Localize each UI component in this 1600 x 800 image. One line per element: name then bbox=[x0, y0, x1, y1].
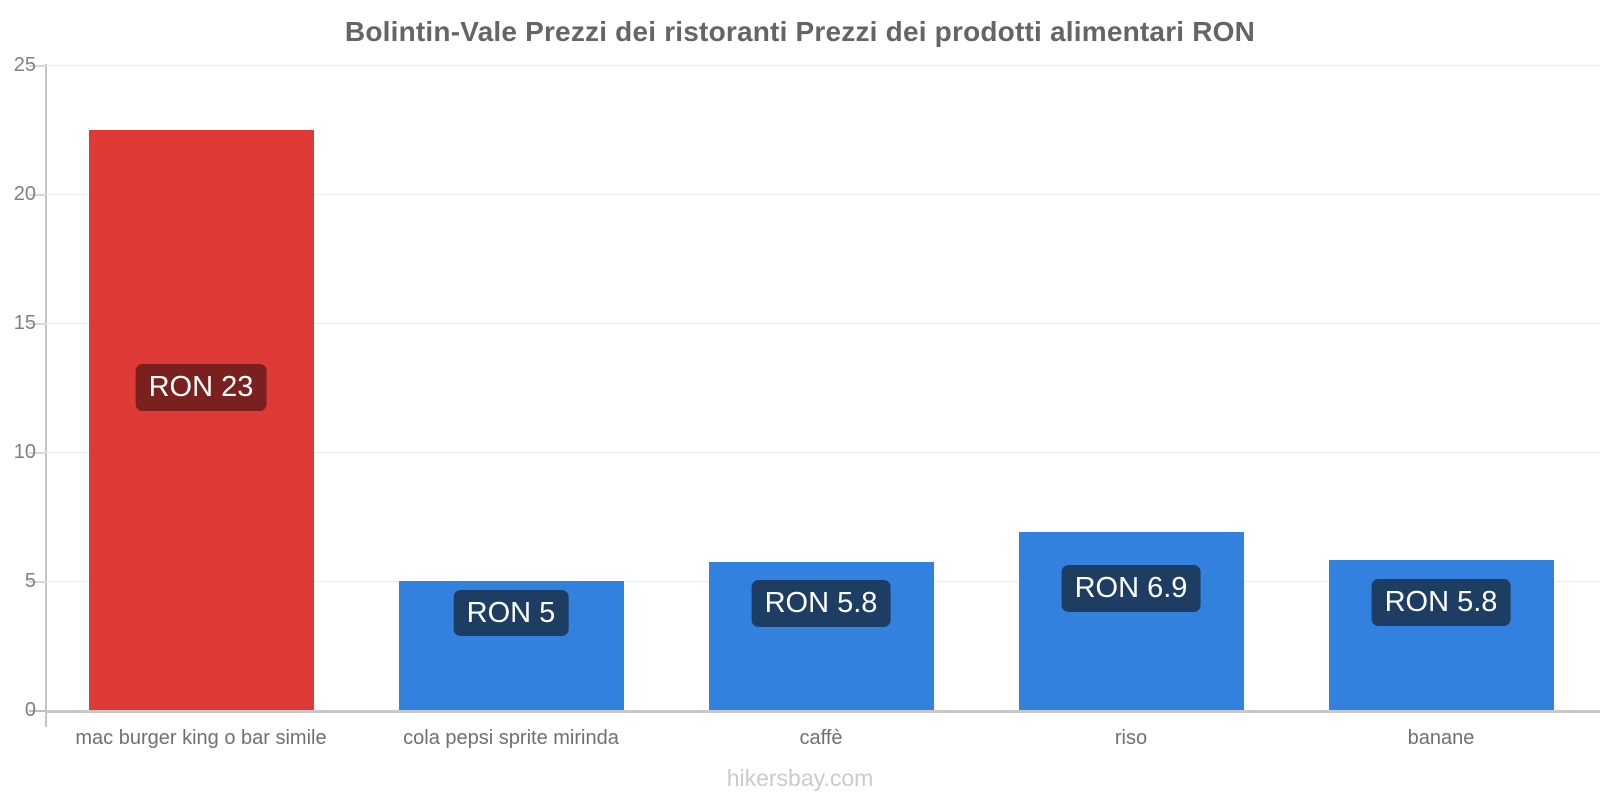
bar[interactable]: RON 6.9 bbox=[1018, 531, 1244, 710]
bar[interactable]: RON 5.8 bbox=[1328, 560, 1554, 710]
gridline bbox=[46, 323, 1600, 324]
y-axis-tick bbox=[29, 710, 46, 712]
x-axis-category-label: riso bbox=[1114, 727, 1148, 749]
bar-value-badge: RON 6.9 bbox=[1061, 564, 1201, 612]
x-axis-category-label: banane bbox=[1407, 727, 1475, 749]
y-axis-tick-label: 10 bbox=[13, 441, 36, 463]
y-axis-tick-label: 0 bbox=[24, 699, 36, 721]
y-axis-tick bbox=[29, 194, 46, 196]
bar[interactable]: RON 5 bbox=[398, 581, 624, 710]
x-axis-category-label: caffè bbox=[799, 727, 843, 749]
bar[interactable]: RON 5.8 bbox=[708, 561, 934, 710]
y-axis-line bbox=[45, 64, 47, 727]
x-axis-baseline bbox=[46, 710, 1600, 713]
y-axis-tick bbox=[29, 452, 46, 454]
y-axis-tick bbox=[29, 581, 46, 583]
y-axis-tick-label: 5 bbox=[24, 570, 36, 592]
bar[interactable]: RON 23 bbox=[88, 129, 314, 710]
y-axis-tick-label: 15 bbox=[13, 312, 36, 334]
gridline bbox=[46, 65, 1600, 66]
gridline bbox=[46, 194, 1600, 195]
y-axis-tick-label: 20 bbox=[13, 183, 36, 205]
x-axis-category-label: cola pepsi sprite mirinda bbox=[403, 727, 619, 749]
bar-value-badge: RON 5.8 bbox=[1371, 579, 1511, 626]
gridline bbox=[46, 452, 1600, 453]
bar-value-badge: RON 5 bbox=[453, 589, 569, 637]
y-axis-tick bbox=[29, 65, 46, 67]
watermark-hikersbay: hikersbay.com bbox=[726, 765, 874, 791]
bar-value-badge: RON 23 bbox=[135, 363, 267, 411]
bar-value-badge: RON 5.8 bbox=[751, 579, 891, 627]
y-axis-tick-label: 25 bbox=[13, 54, 36, 76]
chart-title: Bolintin-Vale Prezzi dei ristoranti Prez… bbox=[344, 16, 1256, 47]
x-axis-category-label: mac burger king o bar simile bbox=[75, 727, 327, 749]
y-axis-tick bbox=[29, 323, 46, 325]
